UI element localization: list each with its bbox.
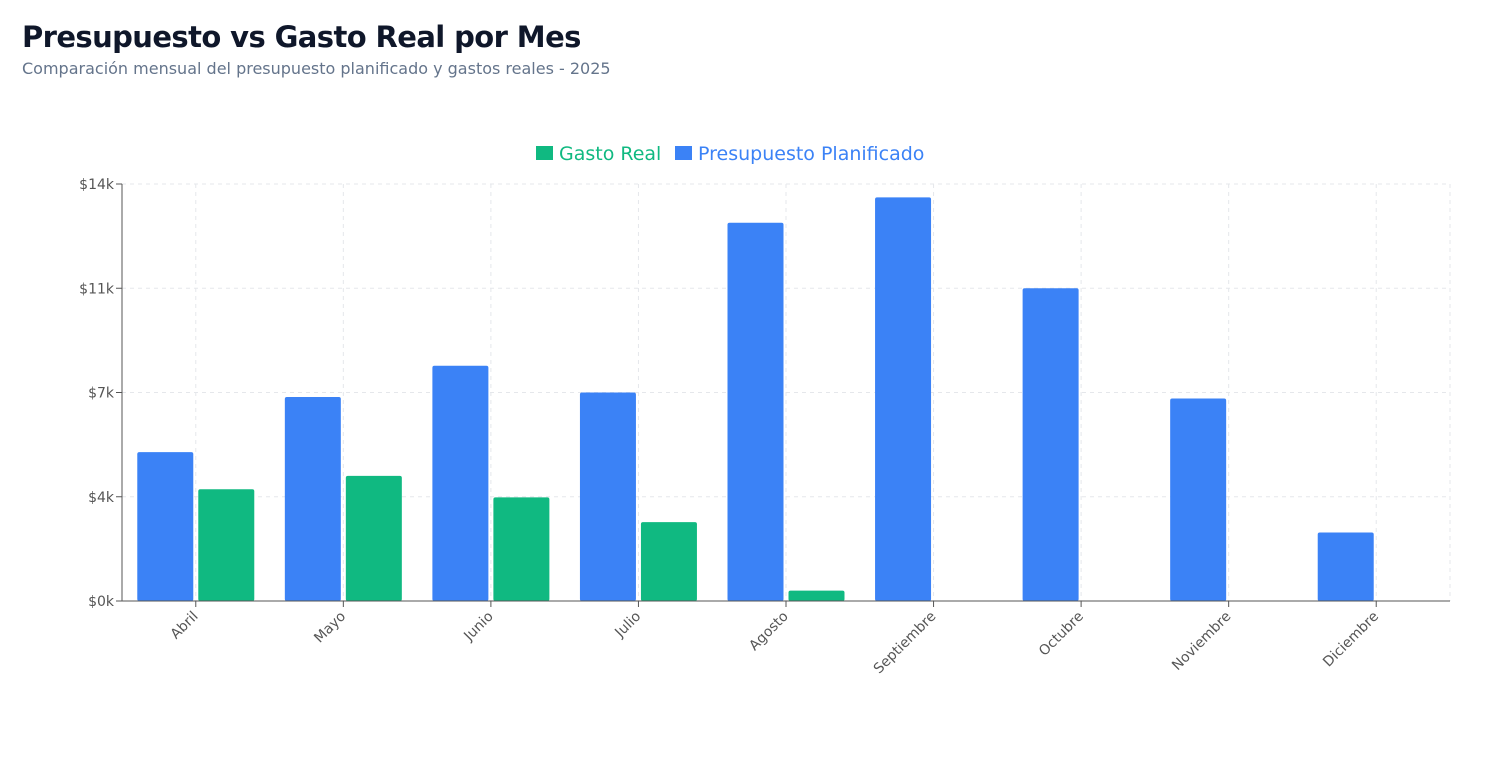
bar-presupuesto-planificado: [875, 197, 932, 601]
page-subtitle: Comparación mensual del presupuesto plan…: [22, 59, 611, 78]
grid-lines: [122, 183, 1451, 601]
x-tick-label: Mayo: [311, 609, 349, 647]
x-tick-label: Noviembre: [1169, 609, 1234, 674]
bar-presupuesto-planificado: [1317, 532, 1374, 601]
x-tick-label: Diciembre: [1320, 609, 1382, 671]
legend-label: Presupuesto Planificado: [698, 143, 924, 165]
y-tick-label: $4k: [88, 490, 115, 506]
legend-swatch: [675, 146, 692, 160]
x-tick-label: Agosto: [746, 609, 792, 655]
page-title: Presupuesto vs Gasto Real por Mes: [22, 20, 581, 54]
y-tick-label: $11k: [79, 281, 115, 297]
x-tick-label: Junio: [460, 609, 496, 645]
x-tick-label: Abril: [168, 609, 202, 643]
bar-presupuesto-planificado: [284, 396, 341, 601]
bar-presupuesto-planificado: [1022, 288, 1079, 601]
bar-gasto-real: [198, 489, 255, 601]
y-tick-label: $0k: [88, 594, 115, 610]
bar-presupuesto-planificado: [1170, 398, 1227, 601]
x-tick-label: Octubre: [1036, 609, 1087, 660]
bar-gasto-real: [788, 590, 845, 601]
y-tick-label: $14k: [79, 177, 115, 193]
y-tick-label: $7k: [88, 386, 115, 402]
bars: [137, 197, 1374, 601]
bar-presupuesto-planificado: [579, 392, 636, 601]
legend-swatch: [536, 146, 553, 160]
bar-presupuesto-planificado: [137, 452, 194, 601]
legend: Gasto Real Presupuesto Planificado: [536, 143, 924, 165]
legend-label: Gasto Real: [559, 143, 661, 165]
bar-gasto-real: [345, 475, 402, 601]
chart-header: Presupuesto vs Gasto Real por Mes Compar…: [22, 18, 611, 80]
bar-gasto-real: [640, 522, 697, 601]
x-tick-label: Septiembre: [871, 609, 940, 678]
bar-gasto-real: [493, 497, 550, 601]
bar-presupuesto-planificado: [432, 365, 489, 601]
bar-presupuesto-planificado: [727, 222, 784, 601]
x-tick-label: Julio: [611, 609, 644, 642]
